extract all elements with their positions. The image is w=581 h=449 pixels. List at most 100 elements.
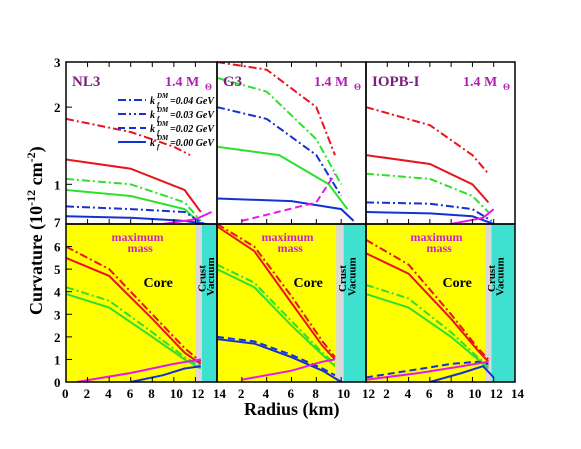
series-line-magenta-solid xyxy=(366,360,489,381)
series-line-magenta-solid xyxy=(76,358,201,382)
y-tick-label: 0 xyxy=(54,375,61,390)
y-tick-label: 7 xyxy=(54,215,61,230)
crust-label: Crust xyxy=(337,265,349,292)
vacuum-label: Vacuum xyxy=(495,257,507,296)
vacuum-label: Vacuum xyxy=(347,257,359,296)
y-tick-label: 1 xyxy=(54,352,61,367)
x-tick-label: 6 xyxy=(127,386,134,401)
series-line-blue-solid xyxy=(130,365,201,382)
legend-symbol: k xyxy=(150,96,155,107)
y-tick-label: 3 xyxy=(54,307,61,322)
max-mass-label: maximum xyxy=(411,230,463,244)
vacuum-region xyxy=(201,224,217,382)
y-axis-label-part: -12 xyxy=(24,190,38,206)
y-tick-label: 3 xyxy=(54,55,61,70)
legend-sup: DM xyxy=(156,134,169,142)
crust-region xyxy=(485,224,492,382)
series-line-red-dashdot xyxy=(217,224,336,358)
series-line-red-solid xyxy=(366,252,490,363)
y-tick-label: 4 xyxy=(54,285,61,300)
series-line-magenta-solid xyxy=(450,208,495,224)
x-tick-label: 6 xyxy=(288,386,295,401)
vacuum-label: Vacuum xyxy=(205,257,217,296)
x-tick-label: 8 xyxy=(447,386,454,401)
series-line-red-dashdot xyxy=(66,117,191,156)
x-tick-label: 6 xyxy=(426,386,433,401)
y-tick-label: 2 xyxy=(54,100,61,115)
series-line-green-dashdot xyxy=(366,283,490,367)
series-line-blue-solid xyxy=(429,365,495,382)
y-axis-label-part: Curvature (10 xyxy=(26,206,47,315)
series-line-red-solid xyxy=(66,158,202,213)
series-line-green-dashdot xyxy=(217,76,343,185)
legend-sub: f xyxy=(157,115,160,123)
crust-region xyxy=(195,224,202,382)
crust-label: Crust xyxy=(486,265,498,292)
series-group xyxy=(366,106,495,224)
x-tick-label: 8 xyxy=(148,386,155,401)
series-line-blue-dashed xyxy=(217,335,336,377)
x-tick-label: 10 xyxy=(468,386,481,401)
series-line-red-dashdot xyxy=(366,238,490,361)
max-mass-label: mass xyxy=(427,241,453,255)
x-tick-label: 2 xyxy=(84,386,91,401)
x-tick-label: 4 xyxy=(263,386,270,401)
x-tick-label: 4 xyxy=(105,386,112,401)
series-line-red-solid xyxy=(66,256,202,365)
legend-value: =0.00 GeV xyxy=(170,138,215,149)
mass-label: 1.4 M xyxy=(314,75,348,90)
series-line-red-dashdot xyxy=(366,106,490,175)
panel-title: NL3 xyxy=(72,74,100,90)
series-line-green-solid xyxy=(66,293,202,370)
mass-sub: Θ xyxy=(354,82,361,92)
x-tick-label: 2 xyxy=(383,386,390,401)
x-tick-label: 10 xyxy=(170,386,183,401)
core-region xyxy=(66,224,217,382)
series-line-red-dashdot xyxy=(217,62,336,156)
legend-sub: f xyxy=(157,143,160,151)
series-line-blue-solid xyxy=(217,197,355,222)
max-mass-label: mass xyxy=(128,241,154,255)
series-line-blue-dashdot xyxy=(66,205,205,224)
max-mass-label: maximum xyxy=(262,230,314,244)
series-line-red-dashdot xyxy=(66,245,202,363)
core-label: Core xyxy=(144,276,173,291)
series-group xyxy=(66,245,202,382)
series-line-green-dashdot xyxy=(66,177,202,222)
mass-sub: Θ xyxy=(205,82,212,92)
legend-value: =0.03 GeV xyxy=(170,110,215,121)
vacuum-region xyxy=(491,224,515,382)
panel-bottom-2 xyxy=(366,224,515,382)
series-line-green-dashdot xyxy=(217,263,336,365)
y-tick-label: 1 xyxy=(54,177,61,192)
series-line-magenta-solid xyxy=(241,358,336,381)
crust-label: Crust xyxy=(196,265,208,292)
y-tick-label: 2 xyxy=(54,330,61,345)
panel-top-2: IOPB-I 1.4 M Θ xyxy=(365,61,516,225)
x-axis-label: Radius (km) xyxy=(244,399,340,420)
legend-value: =0.04 GeV xyxy=(170,96,215,107)
legend-sub: f xyxy=(157,129,160,137)
series-line-magenta-dashed xyxy=(241,173,336,222)
x-tick-label: 10 xyxy=(337,386,350,401)
x-tick-label: 0 xyxy=(62,386,69,401)
series-line-red-solid xyxy=(217,225,336,361)
x-tick-label: 12 xyxy=(490,386,503,401)
x-tick-label: 4 xyxy=(405,386,412,401)
series-line-green-solid xyxy=(217,268,336,367)
legend-sup: DM xyxy=(156,106,169,114)
series-group xyxy=(217,224,342,382)
x-tick-label: 12 xyxy=(362,386,375,401)
crust-region xyxy=(336,224,344,382)
panel-title: G3 xyxy=(223,74,242,90)
y-axis-label: Curvature (10-12 cm-2) xyxy=(24,146,47,315)
series-line-red-solid xyxy=(366,154,490,204)
panel-top-1: G3 1.4 M Θ xyxy=(216,61,367,225)
legend-sup: DM xyxy=(156,92,169,100)
legend-symbol: k xyxy=(150,138,155,149)
series-line-blue-solid xyxy=(366,211,495,224)
